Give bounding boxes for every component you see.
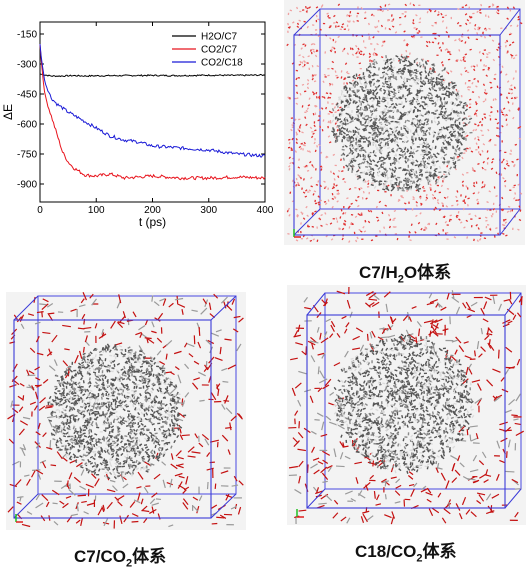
caption-c7-h2o: C7/H2O体系 bbox=[359, 263, 452, 286]
sim-panel-c7-co2 bbox=[6, 292, 246, 530]
solvent-molecules bbox=[7, 292, 244, 529]
simulation-box-c7-co2 bbox=[7, 292, 244, 529]
sim-box-edge bbox=[210, 295, 237, 321]
x-tick-label: 400 bbox=[257, 205, 274, 216]
sim-box-edge bbox=[13, 295, 39, 321]
sim-box-edge bbox=[499, 208, 521, 236]
simulation-box-c18-co2 bbox=[288, 287, 525, 525]
solvent-molecules bbox=[286, 2, 523, 243]
y-tick-label: -450 bbox=[17, 90, 37, 101]
sim-box-edge bbox=[504, 488, 522, 509]
x-tick-label: 100 bbox=[88, 205, 105, 216]
sim-box-front bbox=[293, 34, 501, 236]
x-tick-label: 300 bbox=[200, 205, 217, 216]
sim-box-back bbox=[37, 295, 237, 495]
sim-box-edge bbox=[13, 493, 39, 519]
caption-c18-co2: C18/CO2体系 bbox=[355, 542, 457, 565]
series-line-co2-c18 bbox=[39, 43, 266, 158]
sim-box-edge bbox=[306, 488, 326, 509]
y-tick-label: -300 bbox=[17, 60, 37, 71]
sim-box-front bbox=[13, 319, 212, 519]
legend-label: CO2/C7 bbox=[201, 45, 238, 56]
y-tick-label: -150 bbox=[17, 30, 37, 41]
energy-line-chart: 0 100 200 300 400 -150 -300 -450 -600 -750 -900 t (… bbox=[1, 21, 274, 229]
series-line-co2-c7 bbox=[39, 43, 266, 181]
simulation-box-c7-h2o bbox=[286, 2, 523, 243]
sim-box-edge bbox=[499, 8, 521, 36]
x-tick-label: 200 bbox=[144, 205, 161, 216]
sim-box-edge bbox=[293, 8, 321, 36]
y-tick-label: -750 bbox=[17, 150, 37, 161]
sim-box-back bbox=[324, 292, 522, 490]
series-line-h2o-c7 bbox=[39, 73, 266, 78]
plot-frame bbox=[39, 21, 266, 203]
hydrocarbon-droplet bbox=[47, 343, 187, 480]
sim-box-edge bbox=[306, 292, 326, 316]
sim-box-edge bbox=[210, 493, 237, 519]
sim-box-edge bbox=[293, 208, 321, 236]
caption-c7-co2: C7/CO2体系 bbox=[74, 547, 167, 570]
legend-label: CO2/C18 bbox=[201, 58, 243, 69]
hydrocarbon-droplet bbox=[333, 333, 475, 474]
legend-label: H2O/C7 bbox=[201, 32, 238, 43]
x-axis-label: t (ps) bbox=[139, 215, 166, 229]
sim-box-front bbox=[306, 314, 506, 509]
y-tick-label: -900 bbox=[17, 180, 37, 191]
sim-box-edge bbox=[504, 292, 522, 316]
sim-panel-c18-co2 bbox=[287, 285, 526, 525]
sim-panel-c7-h2o bbox=[284, 0, 525, 245]
y-tick-label: -600 bbox=[17, 120, 37, 131]
x-tick-label: 0 bbox=[37, 205, 43, 216]
hydrocarbon-droplet bbox=[331, 54, 473, 193]
y-axis-label: ΔE bbox=[1, 104, 15, 120]
